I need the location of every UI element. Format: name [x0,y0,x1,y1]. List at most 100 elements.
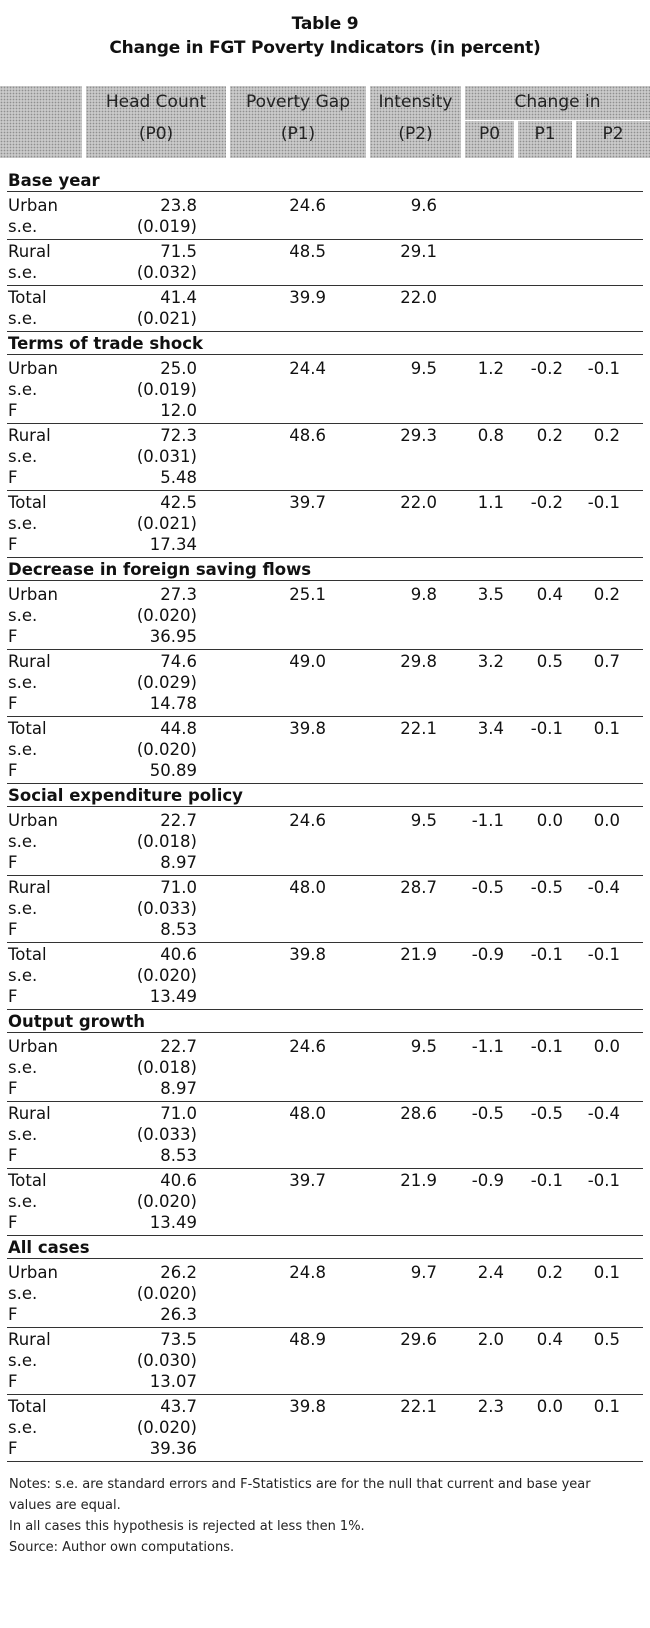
cell-poverty-gap: 48.9 [289,1330,326,1349]
se-label: s.e. [8,1418,38,1437]
row-rule [7,1101,643,1102]
cell-change-p0: 0.8 [477,426,504,445]
cell-standard-error: (0.020) [136,966,197,985]
header-band-change [465,86,650,158]
cell-head-count: 27.3 [160,585,197,604]
row-rule [7,783,643,784]
header-intensity-sub: (P2) [398,124,433,144]
cell-change-p0: -0.9 [471,945,504,964]
cell-f-statistic: 12.0 [160,401,197,420]
se-label: s.e. [8,740,38,759]
se-label: s.e. [8,263,38,282]
row-rule [7,1235,643,1236]
cell-change-p0: -0.5 [471,1104,504,1123]
cell-head-count: 41.4 [160,288,197,307]
row-label: Rural [8,1104,51,1123]
cell-change-p0: -0.5 [471,878,504,897]
cell-poverty-gap: 24.8 [289,1263,326,1282]
cell-poverty-gap: 25.1 [289,585,326,604]
cell-poverty-gap: 39.8 [289,719,326,738]
cell-change-p0: 1.2 [477,359,504,378]
cell-f-statistic: 8.97 [160,853,197,872]
cell-change-p1: -0.1 [530,1037,563,1056]
cell-intensity: 9.5 [410,1037,437,1056]
cell-intensity: 22.0 [400,493,437,512]
section-title: Terms of trade shock [8,334,203,353]
cell-head-count: 22.7 [160,811,197,830]
cell-f-statistic: 13.07 [149,1372,197,1391]
f-label: F [8,627,18,646]
se-label: s.e. [8,832,38,851]
cell-intensity: 22.1 [400,1397,437,1416]
cell-f-statistic: 50.89 [149,761,197,780]
row-rule [7,1032,643,1033]
cell-poverty-gap: 39.8 [289,1397,326,1416]
cell-standard-error: (0.020) [136,606,197,625]
cell-change-p2: 0.1 [593,1397,620,1416]
cell-head-count: 25.0 [160,359,197,378]
row-rule [7,557,643,558]
cell-intensity: 29.8 [400,652,437,671]
cell-poverty-gap: 48.0 [289,1104,326,1123]
cell-f-statistic: 17.34 [149,535,197,554]
row-label: Urban [8,1037,58,1056]
section-title: Base year [8,171,100,190]
cell-f-statistic: 13.49 [149,1213,197,1232]
header-band-head-count [86,86,226,158]
cell-head-count: 71.5 [160,242,197,261]
cell-change-p1: 0.4 [536,585,563,604]
se-label: s.e. [8,899,38,918]
cell-change-p1: -0.1 [530,1171,563,1190]
cell-change-p2: 0.2 [593,426,620,445]
cell-change-p1: -0.2 [530,493,563,512]
cell-change-p0: 3.2 [477,652,504,671]
row-rule [7,1258,643,1259]
cell-poverty-gap: 39.7 [289,493,326,512]
cell-head-count: 22.7 [160,1037,197,1056]
cell-f-statistic: 14.78 [149,694,197,713]
se-label: s.e. [8,1284,38,1303]
header-change-p0: P0 [478,124,501,144]
cell-intensity: 28.7 [400,878,437,897]
header-band-label [0,86,82,158]
cell-f-statistic: 8.53 [160,920,197,939]
cell-change-p2: -0.4 [587,878,620,897]
note-line: In all cases this hypothesis is rejected… [9,1519,365,1534]
f-label: F [8,853,18,872]
section-title: All cases [8,1238,90,1257]
cell-head-count: 71.0 [160,1104,197,1123]
row-label: Total [8,1171,47,1190]
cell-poverty-gap: 24.6 [289,811,326,830]
cell-poverty-gap: 39.7 [289,1171,326,1190]
cell-poverty-gap: 24.4 [289,359,326,378]
cell-intensity: 29.3 [400,426,437,445]
cell-head-count: 72.3 [160,426,197,445]
cell-change-p2: 0.5 [593,1330,620,1349]
header-divider [465,120,650,121]
row-label: Urban [8,585,58,604]
cell-head-count: 43.7 [160,1397,197,1416]
cell-standard-error: (0.029) [136,673,197,692]
cell-standard-error: (0.019) [136,217,197,236]
cell-standard-error: (0.020) [136,1284,197,1303]
cell-intensity: 21.9 [400,1171,437,1190]
cell-standard-error: (0.021) [136,309,197,328]
cell-poverty-gap: 24.6 [289,1037,326,1056]
cell-intensity: 22.1 [400,719,437,738]
cell-change-p1: 0.2 [536,426,563,445]
row-label: Rural [8,652,51,671]
row-label: Total [8,945,47,964]
cell-head-count: 26.2 [160,1263,197,1282]
cell-change-p1: 0.5 [536,652,563,671]
cell-change-p2: 0.0 [593,811,620,830]
cell-f-statistic: 36.95 [149,627,197,646]
header-change-p1: P1 [534,124,556,144]
cell-standard-error: (0.018) [136,1058,197,1077]
cell-standard-error: (0.030) [136,1351,197,1370]
cell-poverty-gap: 48.5 [289,242,326,261]
cell-intensity: 28.6 [400,1104,437,1123]
row-label: Rural [8,242,51,261]
row-label: Rural [8,426,51,445]
row-rule [7,191,643,192]
row-rule [7,239,643,240]
